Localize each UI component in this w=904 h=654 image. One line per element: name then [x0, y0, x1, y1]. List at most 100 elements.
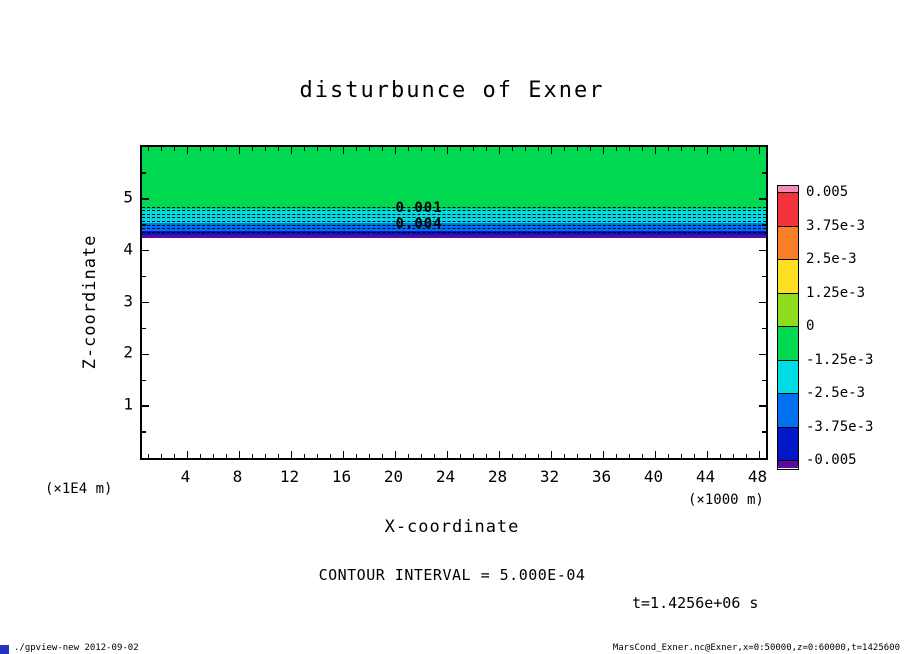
y-tick-mark	[142, 327, 146, 330]
colorbar-label: -0.005	[806, 452, 857, 468]
colorbar-segment	[778, 226, 798, 260]
y-tick-mark	[759, 249, 766, 252]
shade-band	[142, 223, 766, 231]
colorbar-label: -3.75e-3	[806, 418, 874, 435]
y-tick-label: 5	[123, 187, 133, 207]
contour-interval-text: CONTOUR INTERVAL = 5.000E-04	[318, 566, 586, 584]
corner-marker	[0, 645, 9, 654]
x-tick-mark	[589, 454, 592, 458]
x-tick-mark	[394, 451, 397, 458]
x-tick-mark	[719, 454, 722, 458]
y-tick-mark	[142, 198, 149, 200]
y-tick-mark	[762, 224, 766, 226]
x-tick-mark	[342, 451, 345, 458]
x-tick-mark	[212, 147, 215, 151]
x-tick-mark	[355, 454, 358, 458]
x-tick-mark	[381, 454, 384, 458]
x-tick-mark	[147, 147, 150, 151]
x-tick-mark	[576, 147, 579, 151]
x-tick-mark	[459, 454, 462, 458]
colorbar-segment	[778, 260, 798, 294]
y-axis-unit-note: (×1E4 m)	[45, 481, 113, 497]
colorbar-label: 0.005	[806, 184, 849, 200]
x-tick-mark	[420, 454, 423, 458]
x-tick-mark	[654, 451, 657, 458]
x-tick-mark	[654, 147, 657, 154]
x-tick-label: 20	[383, 467, 404, 486]
x-tick-mark	[316, 147, 319, 151]
x-tick-mark	[680, 147, 683, 151]
x-tick-mark	[303, 454, 306, 458]
x-tick-label: 40	[643, 467, 664, 486]
footer-program-info: ./gpview-new 2012-09-02	[14, 643, 139, 653]
x-tick-mark	[446, 451, 449, 458]
x-tick-mark	[212, 454, 215, 458]
contour-line	[142, 206, 766, 208]
colorbar-segment	[778, 193, 798, 227]
y-tick-labels: 5 4 3 2 1	[95, 145, 133, 460]
x-tick-mark	[615, 147, 618, 151]
x-tick-mark	[186, 147, 189, 154]
y-tick-mark	[762, 327, 766, 330]
x-tick-mark	[238, 451, 241, 458]
shade-band	[142, 235, 766, 238]
x-tick-mark	[550, 147, 553, 154]
contour-label: 0.004	[395, 215, 443, 232]
footer-file-info: MarsCond_Exner.nc@Exner,x=0:50000,z=0:60…	[612, 643, 900, 653]
x-tick-mark	[290, 451, 293, 458]
x-tick-mark	[173, 454, 176, 458]
x-tick-mark	[732, 147, 735, 151]
colorbar-label: 0	[806, 318, 815, 334]
x-tick-mark	[706, 451, 709, 458]
x-tick-mark	[342, 147, 345, 154]
contour-line	[142, 228, 766, 230]
y-tick-mark	[762, 431, 766, 433]
x-tick-mark	[277, 147, 280, 151]
x-tick-mark	[394, 147, 397, 154]
x-tick-mark	[407, 454, 410, 458]
x-tick-mark	[628, 454, 631, 458]
colorbar-label: -2.5e-3	[806, 385, 866, 401]
chart-title: disturbunce of Exner	[299, 78, 605, 103]
x-tick-mark	[186, 451, 189, 458]
x-tick-mark	[745, 147, 748, 151]
x-tick-mark	[472, 147, 475, 151]
y-tick-mark	[759, 353, 766, 356]
x-tick-mark	[485, 454, 488, 458]
x-tick-mark	[420, 147, 423, 151]
colorbar-segment	[778, 293, 798, 327]
colorbar-segment	[778, 394, 798, 428]
x-tick-mark	[160, 454, 163, 458]
y-tick-label: 3	[123, 291, 133, 310]
x-tick-label: 24	[435, 467, 456, 486]
x-tick-mark	[615, 454, 618, 458]
x-tick-mark	[667, 147, 670, 151]
x-tick-mark	[706, 147, 709, 154]
x-tick-mark	[563, 454, 566, 458]
x-axis-unit-note: (×1000 m)	[688, 492, 764, 508]
x-tick-mark	[251, 454, 254, 458]
y-tick-mark	[142, 224, 146, 226]
x-tick-mark	[537, 454, 540, 458]
x-tick-mark	[316, 454, 319, 458]
colorbar-label: 3.75e-3	[806, 217, 866, 234]
x-tick-mark	[472, 454, 475, 458]
x-tick-mark	[563, 147, 566, 151]
x-tick-mark	[680, 454, 683, 458]
x-tick-mark	[641, 454, 644, 458]
x-tick-label: 44	[695, 467, 716, 486]
x-tick-mark	[732, 454, 735, 458]
x-tick-mark	[693, 454, 696, 458]
x-tick-mark	[485, 147, 488, 151]
x-tick-mark	[225, 147, 228, 151]
x-tick-label: 28	[487, 467, 508, 486]
x-tick-mark	[355, 147, 358, 151]
x-tick-mark	[524, 454, 527, 458]
colorbar-label: -1.25e-3	[806, 351, 874, 368]
x-tick-mark	[589, 147, 592, 151]
x-tick-mark	[251, 147, 254, 151]
x-tick-label: 12	[279, 467, 300, 486]
x-tick-mark	[199, 147, 202, 151]
x-tick-mark	[290, 147, 293, 154]
x-tick-mark	[199, 454, 202, 458]
